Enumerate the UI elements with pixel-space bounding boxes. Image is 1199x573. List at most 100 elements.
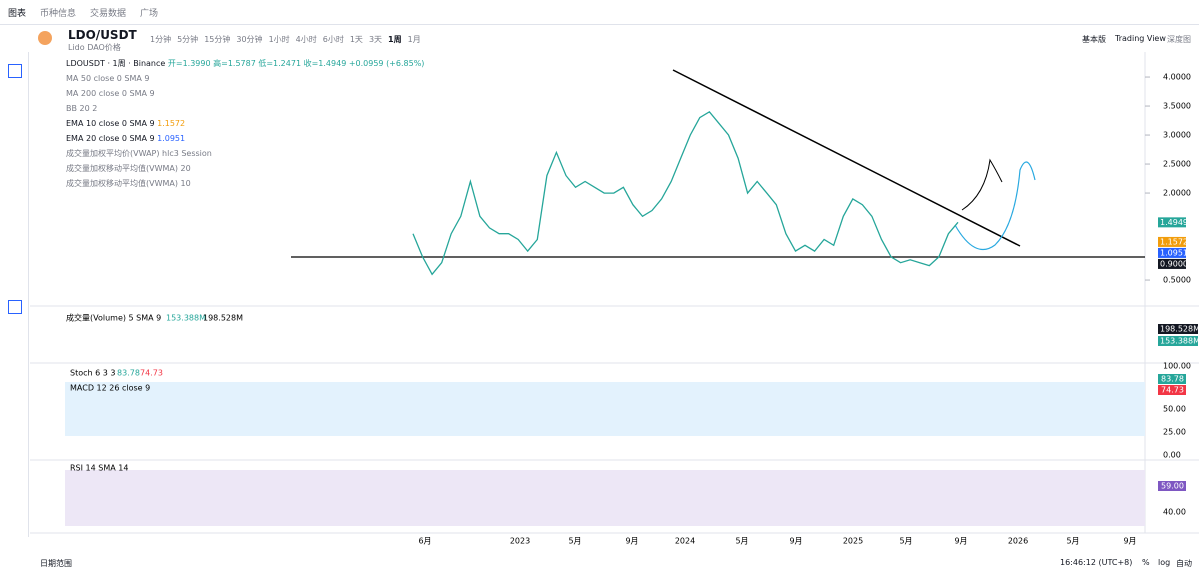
price-label: 1.4949 bbox=[1160, 218, 1188, 227]
legend: LDOUSDT · 1周 · Binance 开=1.3990 高=1.5787… bbox=[66, 56, 424, 191]
indicator: MA 200 close 0 SMA 9 bbox=[66, 89, 155, 98]
percent-toggle[interactable]: % bbox=[1142, 558, 1150, 567]
indicator: 成交量加权移动平均值(VWMA) 10 bbox=[66, 179, 191, 188]
ohlc: 开=1.3990 高=1.5787 低=1.2471 收=1.4949 +0.0… bbox=[167, 59, 425, 68]
tab[interactable]: 币种信息 bbox=[40, 9, 77, 19]
stoch-axis: 83.78 bbox=[1161, 375, 1184, 384]
legend-title: LDOUSDT · 1周 · Binance bbox=[66, 59, 166, 68]
interval[interactable]: 1小时 bbox=[268, 35, 290, 44]
x-tick-label: 2023 bbox=[510, 537, 530, 546]
y-tick-label: 4.0000 bbox=[1163, 73, 1191, 82]
symbol-sub: Lido DAO价格 bbox=[68, 43, 121, 52]
log-toggle[interactable]: log bbox=[1158, 558, 1171, 567]
interval[interactable]: 15分钟 bbox=[204, 35, 231, 44]
price-label: 1.0951 bbox=[1160, 248, 1188, 257]
interval[interactable]: 1周 bbox=[388, 35, 402, 44]
x-tick-label: 5月 bbox=[568, 537, 581, 546]
price-badge bbox=[1158, 236, 1186, 247]
axis-badge bbox=[1158, 374, 1186, 384]
stoch-tick: 100.00 bbox=[1163, 362, 1191, 371]
x-tick-label: 2024 bbox=[675, 537, 695, 546]
x-tick-label: 5月 bbox=[1066, 537, 1079, 546]
x-tick-label: 2026 bbox=[1008, 537, 1028, 546]
rsi-label: RSI 14 SMA 14 bbox=[70, 464, 128, 473]
y-tick-label: 3.5000 bbox=[1163, 102, 1191, 111]
stoch-d: 74.73 bbox=[140, 369, 163, 378]
indicator: EMA 20 close 0 SMA 9 bbox=[66, 134, 155, 143]
price-badge bbox=[1158, 247, 1186, 258]
indicator: EMA 20 close 0 SMA 9 1.0951 bbox=[66, 131, 424, 146]
y-tick-label: 2.5000 bbox=[1163, 160, 1191, 169]
indicator: 成交量加权平均价(VWAP) hlc3 Session bbox=[66, 149, 212, 158]
symbol[interactable]: LDO/USDT bbox=[68, 28, 137, 42]
interval[interactable]: 1天 bbox=[349, 35, 363, 44]
rsi-tick: 40.00 bbox=[1163, 508, 1186, 517]
volume-axis: 153.388M bbox=[1160, 337, 1199, 346]
interval[interactable]: 30分钟 bbox=[236, 35, 263, 44]
stoch-tick: 0.00 bbox=[1163, 451, 1181, 460]
legend-title: LDOUSDT · 1周 · Binance 开=1.3990 高=1.5787… bbox=[66, 56, 424, 71]
axis-badge bbox=[1158, 385, 1186, 395]
mode[interactable]: 基本版 bbox=[1082, 35, 1106, 44]
x-tick-label: 9月 bbox=[954, 537, 967, 546]
volume-axis: 198.528M bbox=[1160, 325, 1199, 334]
tool-icon[interactable] bbox=[8, 300, 22, 314]
indicator: 成交量加权移动平均值(VWMA) 20 bbox=[66, 164, 191, 173]
volume-sma: 153.388M bbox=[166, 314, 206, 323]
x-tick-label: 2025 bbox=[843, 537, 863, 546]
indicator: EMA 10 close 0 SMA 9 bbox=[66, 119, 155, 128]
rsi-axis: 59.00 bbox=[1161, 482, 1184, 491]
clock: 16:46:12 (UTC+8) bbox=[1060, 558, 1133, 567]
stoch-tick: 25.00 bbox=[1163, 428, 1186, 437]
axis-badge bbox=[1158, 481, 1186, 491]
axis-badge bbox=[1158, 336, 1198, 346]
axis-badge bbox=[1158, 324, 1198, 334]
volume-label: 成交量(Volume) 5 SMA 9 bbox=[66, 313, 161, 323]
interval[interactable]: 3天 bbox=[368, 35, 383, 44]
interval[interactable]: 4小时 bbox=[295, 35, 317, 44]
tab[interactable]: 图表 bbox=[8, 9, 27, 19]
rsi-band bbox=[65, 470, 1145, 526]
mode[interactable]: Trading View bbox=[1115, 34, 1166, 43]
x-tick-label: 5月 bbox=[735, 537, 748, 546]
price-line bbox=[412, 110, 959, 276]
drawing bbox=[954, 161, 1036, 250]
x-tick-label: 5月 bbox=[899, 537, 912, 546]
drawing bbox=[961, 158, 1003, 211]
volume-value: 198.528M bbox=[203, 314, 243, 323]
stoch-label: Stoch 6 3 3 bbox=[70, 369, 115, 378]
price-label: 1.1572 bbox=[1160, 237, 1188, 246]
y-tick-label: 0.5000 bbox=[1163, 276, 1191, 285]
x-tick-label: 9月 bbox=[789, 537, 802, 546]
y-tick-label: 2.0000 bbox=[1163, 189, 1191, 198]
mode[interactable]: 深度图 bbox=[1167, 35, 1191, 44]
x-tick-label: 9月 bbox=[625, 537, 638, 546]
tool-icon[interactable] bbox=[8, 64, 22, 78]
stoch-band bbox=[65, 382, 1145, 436]
interval[interactable]: 1月 bbox=[407, 35, 421, 44]
indicator: EMA 10 close 0 SMA 9 1.1572 bbox=[66, 116, 424, 131]
tab[interactable]: 广场 bbox=[140, 9, 159, 19]
y-tick-label: 3.0000 bbox=[1163, 131, 1191, 140]
interval[interactable]: 5分钟 bbox=[177, 35, 199, 44]
macd-label: MACD 12 26 close 9 bbox=[70, 384, 150, 393]
price-badge bbox=[1158, 217, 1186, 228]
indicator: BB 20 2 bbox=[66, 104, 98, 113]
interval[interactable]: 6小时 bbox=[322, 35, 344, 44]
stoch-tick: 50.00 bbox=[1163, 405, 1186, 414]
tab[interactable]: 交易数据 bbox=[90, 9, 127, 19]
x-tick-label: 9月 bbox=[1123, 537, 1136, 546]
intervals: 1分钟 5分钟 15分钟 30分钟 1小时 4小时 6小时 1天 3天 1周 1月 bbox=[150, 34, 427, 45]
x-tick-label: 6月 bbox=[418, 537, 431, 546]
price-badge bbox=[1158, 258, 1186, 269]
interval[interactable]: 1分钟 bbox=[150, 35, 172, 44]
stoch-k: 83.78 bbox=[117, 369, 140, 378]
top-bar: 图表 币种信息 交易数据 广场 bbox=[0, 0, 1199, 25]
date-range[interactable]: 日期范围 bbox=[40, 559, 72, 568]
price-label: 0.9000 bbox=[1160, 259, 1188, 268]
ema-value: 1.1572 bbox=[157, 119, 186, 128]
auto-toggle[interactable]: 自动 bbox=[1176, 559, 1192, 568]
indicator: MA 50 close 0 SMA 9 bbox=[66, 74, 150, 83]
